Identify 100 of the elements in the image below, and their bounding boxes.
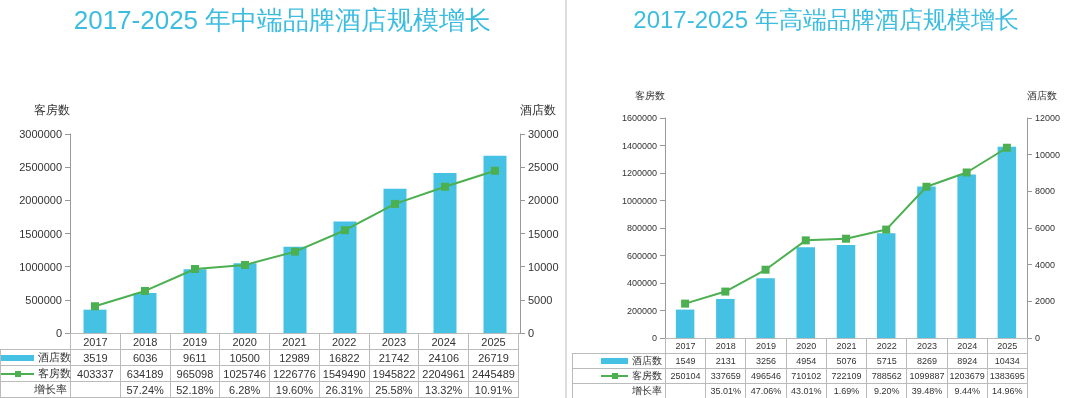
- y-tick-label: 400000: [626, 278, 657, 288]
- point: [391, 199, 399, 208]
- data-label: 12989: [269, 349, 320, 366]
- y2-tick-label: 25000: [528, 161, 559, 174]
- data-label: 2204961: [418, 365, 469, 382]
- data-label: 1549490: [319, 365, 370, 382]
- y-tick-label: 1500000: [19, 227, 62, 240]
- point: [801, 236, 810, 245]
- bar: [383, 188, 407, 333]
- text: 52.18%: [170, 381, 220, 398]
- x-tick-label: 2024: [947, 338, 988, 353]
- y2-tick-label: 5000: [528, 293, 553, 306]
- text: 39.48%: [906, 383, 948, 398]
- bar: [283, 246, 307, 333]
- y2-tick-label: 4000: [1035, 259, 1056, 270]
- bar: [716, 298, 735, 338]
- y2-tick-label: 6000: [1035, 223, 1056, 233]
- x-tick-label: 2018: [120, 333, 171, 350]
- data-label: 250104: [665, 368, 706, 383]
- bar: [917, 186, 936, 338]
- data-label: 9611: [170, 349, 220, 366]
- text: 25.58%: [369, 381, 419, 398]
- data-label: 1025746: [219, 365, 270, 382]
- bar: [796, 247, 816, 338]
- point: [91, 302, 99, 311]
- y2-tick-label: 15000: [528, 227, 559, 240]
- bar: [333, 221, 357, 333]
- x-tick-label: 2019: [745, 338, 787, 353]
- text: 43.01%: [786, 383, 827, 398]
- x-tick-label: 2021: [269, 333, 320, 350]
- y-tick-label: 0: [651, 333, 657, 343]
- bar: [756, 278, 775, 338]
- data-label: 8269: [906, 353, 948, 368]
- data-label: 2445489: [468, 365, 519, 382]
- y-tick-label: 0: [55, 327, 62, 339]
- data-label: 1945822: [369, 365, 419, 382]
- data-label: 3256: [745, 353, 787, 368]
- y-tick-label: 3000000: [19, 128, 62, 140]
- data-label: 21742: [369, 349, 419, 366]
- bar: [483, 155, 507, 333]
- point: [882, 225, 891, 234]
- y-tick-label: 1000000: [621, 195, 657, 206]
- y-axis-title: 客房数: [34, 103, 70, 117]
- point: [491, 166, 499, 175]
- data-label: 2131: [705, 353, 746, 368]
- text: 9.20%: [866, 383, 907, 398]
- text: 9.44%: [947, 383, 988, 398]
- point: [1002, 143, 1011, 152]
- data-label: 1549: [665, 353, 706, 368]
- point: [291, 247, 299, 256]
- point: [842, 234, 850, 243]
- legend-label: 酒店数: [0, 349, 71, 366]
- point: [191, 264, 199, 273]
- data-label: 1226776: [269, 365, 320, 382]
- data-label: 965098: [170, 365, 220, 382]
- data-label: 6036: [120, 349, 171, 366]
- data-label: 4954: [786, 353, 827, 368]
- y2-axis-title: 酒店数: [1027, 89, 1057, 101]
- data-label: 634189: [120, 365, 171, 382]
- text: 26.31%: [319, 381, 370, 398]
- y2-tick-label: 30000: [528, 128, 559, 140]
- x-tick-label: 2023: [369, 333, 419, 350]
- bar: [133, 292, 157, 333]
- x-tick-label: 2018: [705, 338, 746, 353]
- data-label: 337659: [705, 368, 746, 383]
- x-tick-label: 2017: [70, 333, 121, 350]
- data-label: 10434: [987, 353, 1028, 368]
- point: [141, 286, 149, 295]
- x-tick-label: 2022: [866, 338, 907, 353]
- text: 57.24%: [120, 381, 171, 398]
- y2-tick-label: 0: [528, 327, 535, 339]
- data-label: 496546: [745, 368, 787, 383]
- point: [241, 260, 249, 269]
- point: [922, 182, 931, 191]
- data-label: 788562: [866, 368, 907, 383]
- point: [681, 299, 690, 308]
- bar: [233, 263, 257, 333]
- point: [441, 182, 449, 191]
- data-label: 10500: [219, 349, 270, 366]
- data-label: 1203679: [947, 368, 988, 383]
- y-tick-label: 500000: [25, 293, 62, 306]
- text: 增长率: [572, 383, 666, 398]
- data-label: 403337: [70, 365, 121, 382]
- x-tick-label: 2020: [219, 333, 270, 350]
- point: [721, 287, 730, 296]
- y2-tick-label: 10000: [1035, 149, 1061, 160]
- y-tick-label: 2000000: [19, 194, 62, 207]
- data-label: 16822: [319, 349, 370, 366]
- data-label: 26719: [468, 349, 519, 366]
- data-label: 1099887: [906, 368, 948, 383]
- y-axis-title: 客房数: [635, 89, 665, 101]
- y2-axis-title: 酒店数: [520, 103, 556, 117]
- text: 14.96%: [987, 383, 1028, 398]
- legend-label: 客房数: [0, 365, 71, 382]
- x-tick-label: 2025: [987, 338, 1028, 353]
- x-tick-label: 2019: [170, 333, 220, 350]
- text: 10.91%: [468, 381, 519, 398]
- text: 35.01%: [705, 383, 746, 398]
- y-tick-label: 1200000: [621, 168, 657, 178]
- x-tick-label: 2025: [468, 333, 519, 350]
